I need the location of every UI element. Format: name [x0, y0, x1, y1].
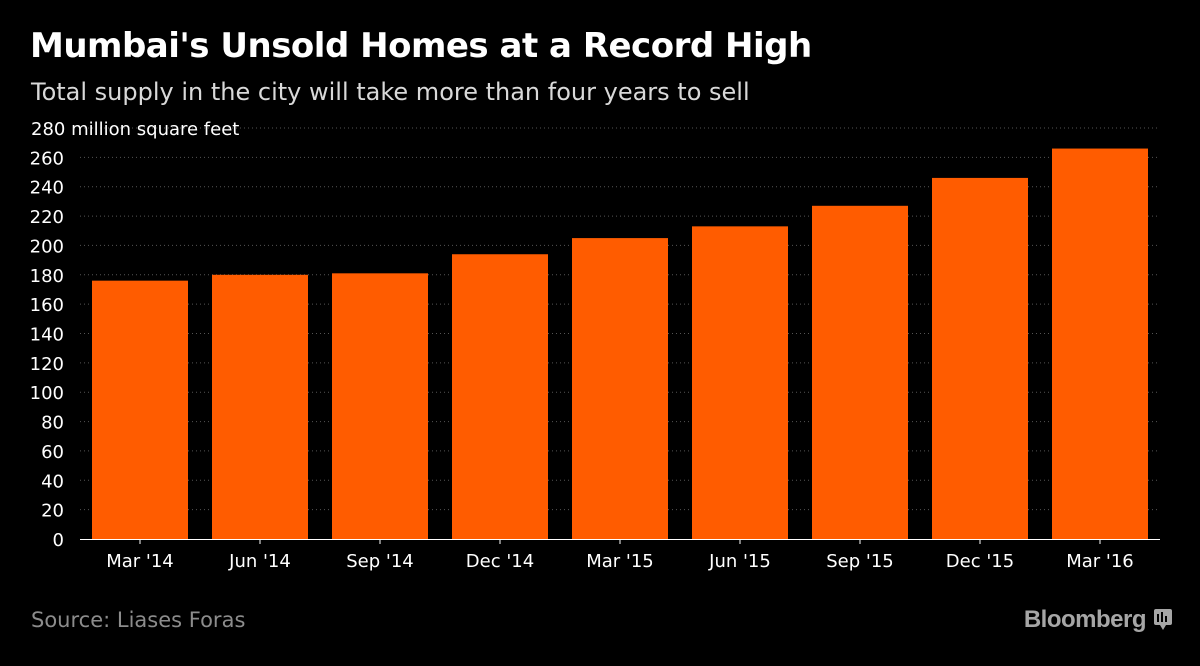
bloomberg-logo: Bloomberg [1023, 606, 1147, 633]
x-tick-label: Mar '16 [1066, 551, 1134, 572]
chart-title: Mumbai's Unsold Homes at a Record High [30, 26, 812, 66]
x-axis-ticks: Mar '14 Jun '14 Sep '14 Dec '14 Mar '15 Jun '… [106, 539, 1134, 572]
chart-subtitle: Total supply in the city will take more … [31, 78, 750, 106]
y-tick-label: 120 [30, 354, 64, 375]
x-tick-label: Dec '15 [946, 551, 1014, 572]
x-tick-label: Mar '15 [586, 551, 654, 572]
x-tick-label: Sep '14 [346, 551, 414, 572]
y-tick-label: 80 [41, 413, 64, 434]
x-tick-label: Mar '14 [106, 551, 174, 572]
bar [1052, 148, 1148, 540]
y-tick-label: 240 [30, 178, 64, 199]
x-tick-label: Dec '14 [466, 551, 534, 572]
bar [932, 177, 1028, 539]
y-tick-label: 260 [30, 148, 64, 169]
bar [692, 226, 788, 539]
x-tick-label: Jun '15 [708, 551, 771, 572]
y-tick-label: 60 [41, 442, 64, 463]
y-tick-label: 140 [30, 325, 64, 346]
y-tick-label: 100 [30, 383, 64, 404]
bar [212, 274, 308, 539]
y-tick-label: 220 [30, 207, 64, 228]
x-tick-label: Jun '14 [228, 551, 291, 572]
y-tick-label: 180 [30, 266, 64, 287]
x-tick-label: Sep '15 [826, 551, 894, 572]
bar-chart: 0 20 40 60 80 100 120 140 160 180 200 220 240 260 280 … [30, 119, 1160, 572]
y-axis-ticks: 0 20 40 60 80 100 120 140 160 180 200 220 240 260 280 … [30, 119, 240, 551]
bar [572, 238, 668, 539]
bar [452, 254, 548, 539]
bar [332, 273, 428, 539]
bars [92, 148, 1148, 540]
bar [812, 205, 908, 539]
source-note: Source: Liases Foras [31, 608, 246, 632]
bloomberg-terminal-icon [1154, 609, 1172, 630]
y-tick-label: 280 million square feet [31, 119, 239, 140]
y-tick-label: 0 [53, 530, 64, 551]
y-tick-label: 40 [41, 471, 64, 492]
y-tick-label: 160 [30, 295, 64, 316]
bar [92, 280, 188, 539]
y-tick-label: 20 [41, 501, 64, 522]
y-tick-label: 200 [30, 236, 64, 257]
